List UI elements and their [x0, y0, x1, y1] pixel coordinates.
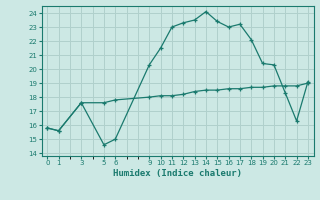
X-axis label: Humidex (Indice chaleur): Humidex (Indice chaleur)	[113, 169, 242, 178]
